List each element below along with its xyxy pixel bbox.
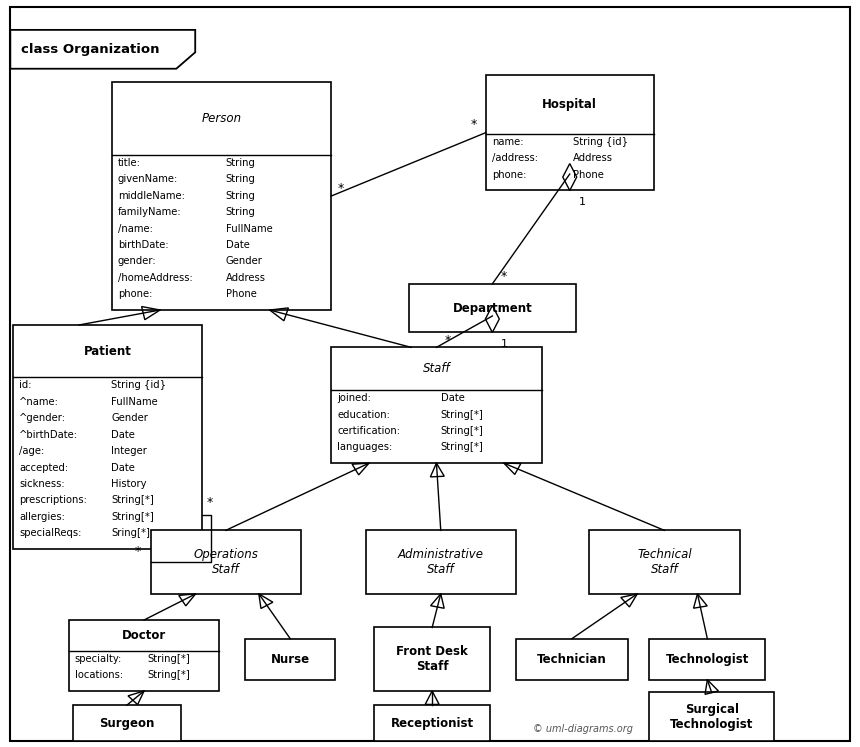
Bar <box>589 530 740 594</box>
Text: /name:: /name: <box>118 223 153 234</box>
Text: familyName:: familyName: <box>118 207 181 217</box>
Text: String {id}: String {id} <box>573 137 628 147</box>
Text: Surgeon: Surgeon <box>99 716 155 730</box>
Text: Phone: Phone <box>226 289 257 300</box>
Text: ^gender:: ^gender: <box>19 413 66 424</box>
Text: *: * <box>206 497 212 509</box>
Text: Surgical
Technologist: Surgical Technologist <box>670 703 753 731</box>
Text: Technician: Technician <box>537 653 607 666</box>
Text: Address: Address <box>573 153 613 164</box>
Text: Operations
Staff: Operations Staff <box>194 548 258 576</box>
Bar <box>112 82 331 310</box>
Text: Technical
Staff: Technical Staff <box>637 548 691 576</box>
Text: ^birthDate:: ^birthDate: <box>19 430 78 440</box>
Text: String: String <box>226 207 255 217</box>
Text: String[*]: String[*] <box>111 512 154 522</box>
Text: Gender: Gender <box>226 256 262 267</box>
Text: Phone: Phone <box>573 170 604 180</box>
Text: languages:: languages: <box>337 442 392 453</box>
Text: Date: Date <box>226 240 249 250</box>
Text: 1: 1 <box>501 339 508 350</box>
Bar <box>649 692 774 741</box>
Text: specialty:: specialty: <box>75 654 122 664</box>
Text: Technologist: Technologist <box>666 653 749 666</box>
Text: allergies:: allergies: <box>19 512 64 522</box>
Bar <box>408 284 576 332</box>
Text: String[*]: String[*] <box>440 426 483 436</box>
Text: joined:: joined: <box>337 393 371 403</box>
Text: sickness:: sickness: <box>19 479 64 489</box>
Text: *: * <box>445 334 452 347</box>
Text: *: * <box>470 118 476 131</box>
Text: String[*]: String[*] <box>147 670 190 681</box>
Text: phone:: phone: <box>118 289 152 300</box>
Bar <box>245 639 335 680</box>
Text: History: History <box>111 479 147 489</box>
Text: Nurse: Nurse <box>271 653 310 666</box>
Text: Receptionist: Receptionist <box>390 716 474 730</box>
Text: FullName: FullName <box>111 397 158 407</box>
Text: Administrative
Staff: Administrative Staff <box>397 548 483 576</box>
Text: certification:: certification: <box>337 426 400 436</box>
Text: birthDate:: birthDate: <box>118 240 169 250</box>
Text: middleName:: middleName: <box>118 190 185 201</box>
Text: Address: Address <box>226 273 266 283</box>
Text: /address:: /address: <box>492 153 538 164</box>
Text: String: String <box>226 190 255 201</box>
Text: phone:: phone: <box>492 170 526 180</box>
Text: class Organization: class Organization <box>21 43 159 56</box>
Text: Person: Person <box>201 112 242 125</box>
Text: givenName:: givenName: <box>118 174 178 185</box>
Polygon shape <box>10 30 195 69</box>
Text: Date: Date <box>111 430 135 440</box>
Text: String[*]: String[*] <box>440 409 483 420</box>
Text: name:: name: <box>492 137 524 147</box>
Text: id:: id: <box>19 380 32 391</box>
Bar <box>374 705 490 741</box>
Text: accepted:: accepted: <box>19 462 68 473</box>
Text: String[*]: String[*] <box>440 442 483 453</box>
Text: /age:: /age: <box>19 446 44 456</box>
Text: locations:: locations: <box>75 670 123 681</box>
Text: String: String <box>226 174 255 185</box>
Text: © uml-diagrams.org: © uml-diagrams.org <box>533 724 633 734</box>
Bar <box>374 627 490 691</box>
Bar <box>13 325 202 549</box>
Text: specialReqs:: specialReqs: <box>19 528 82 539</box>
Text: Hospital: Hospital <box>543 98 597 111</box>
Text: education:: education: <box>337 409 390 420</box>
Text: Gender: Gender <box>111 413 148 424</box>
Text: ^name:: ^name: <box>19 397 58 407</box>
Text: Integer: Integer <box>111 446 147 456</box>
Text: String: String <box>226 158 255 168</box>
Bar <box>486 75 654 190</box>
Text: String[*]: String[*] <box>147 654 190 664</box>
Bar <box>73 705 181 741</box>
Text: title:: title: <box>118 158 141 168</box>
Text: String {id}: String {id} <box>111 380 166 391</box>
Bar <box>150 530 301 594</box>
Text: *: * <box>338 182 344 195</box>
Bar <box>366 530 516 594</box>
Text: gender:: gender: <box>118 256 157 267</box>
Text: Date: Date <box>111 462 135 473</box>
Text: 1: 1 <box>578 197 586 208</box>
Text: Staff: Staff <box>422 362 451 375</box>
Text: *: * <box>135 545 141 558</box>
Text: FullName: FullName <box>226 223 273 234</box>
Bar <box>331 347 542 463</box>
Bar <box>649 639 765 680</box>
Text: Patient: Patient <box>83 344 132 358</box>
Text: *: * <box>501 270 507 283</box>
Text: Doctor: Doctor <box>122 629 166 642</box>
Text: Front Desk
Staff: Front Desk Staff <box>396 645 468 673</box>
Text: Sring[*]: Sring[*] <box>111 528 150 539</box>
Text: /homeAddress:: /homeAddress: <box>118 273 193 283</box>
Bar <box>69 620 219 691</box>
Text: Date: Date <box>440 393 464 403</box>
Bar <box>516 639 628 680</box>
Text: String[*]: String[*] <box>111 495 154 506</box>
Text: Department: Department <box>452 302 532 314</box>
Text: prescriptions:: prescriptions: <box>19 495 87 506</box>
